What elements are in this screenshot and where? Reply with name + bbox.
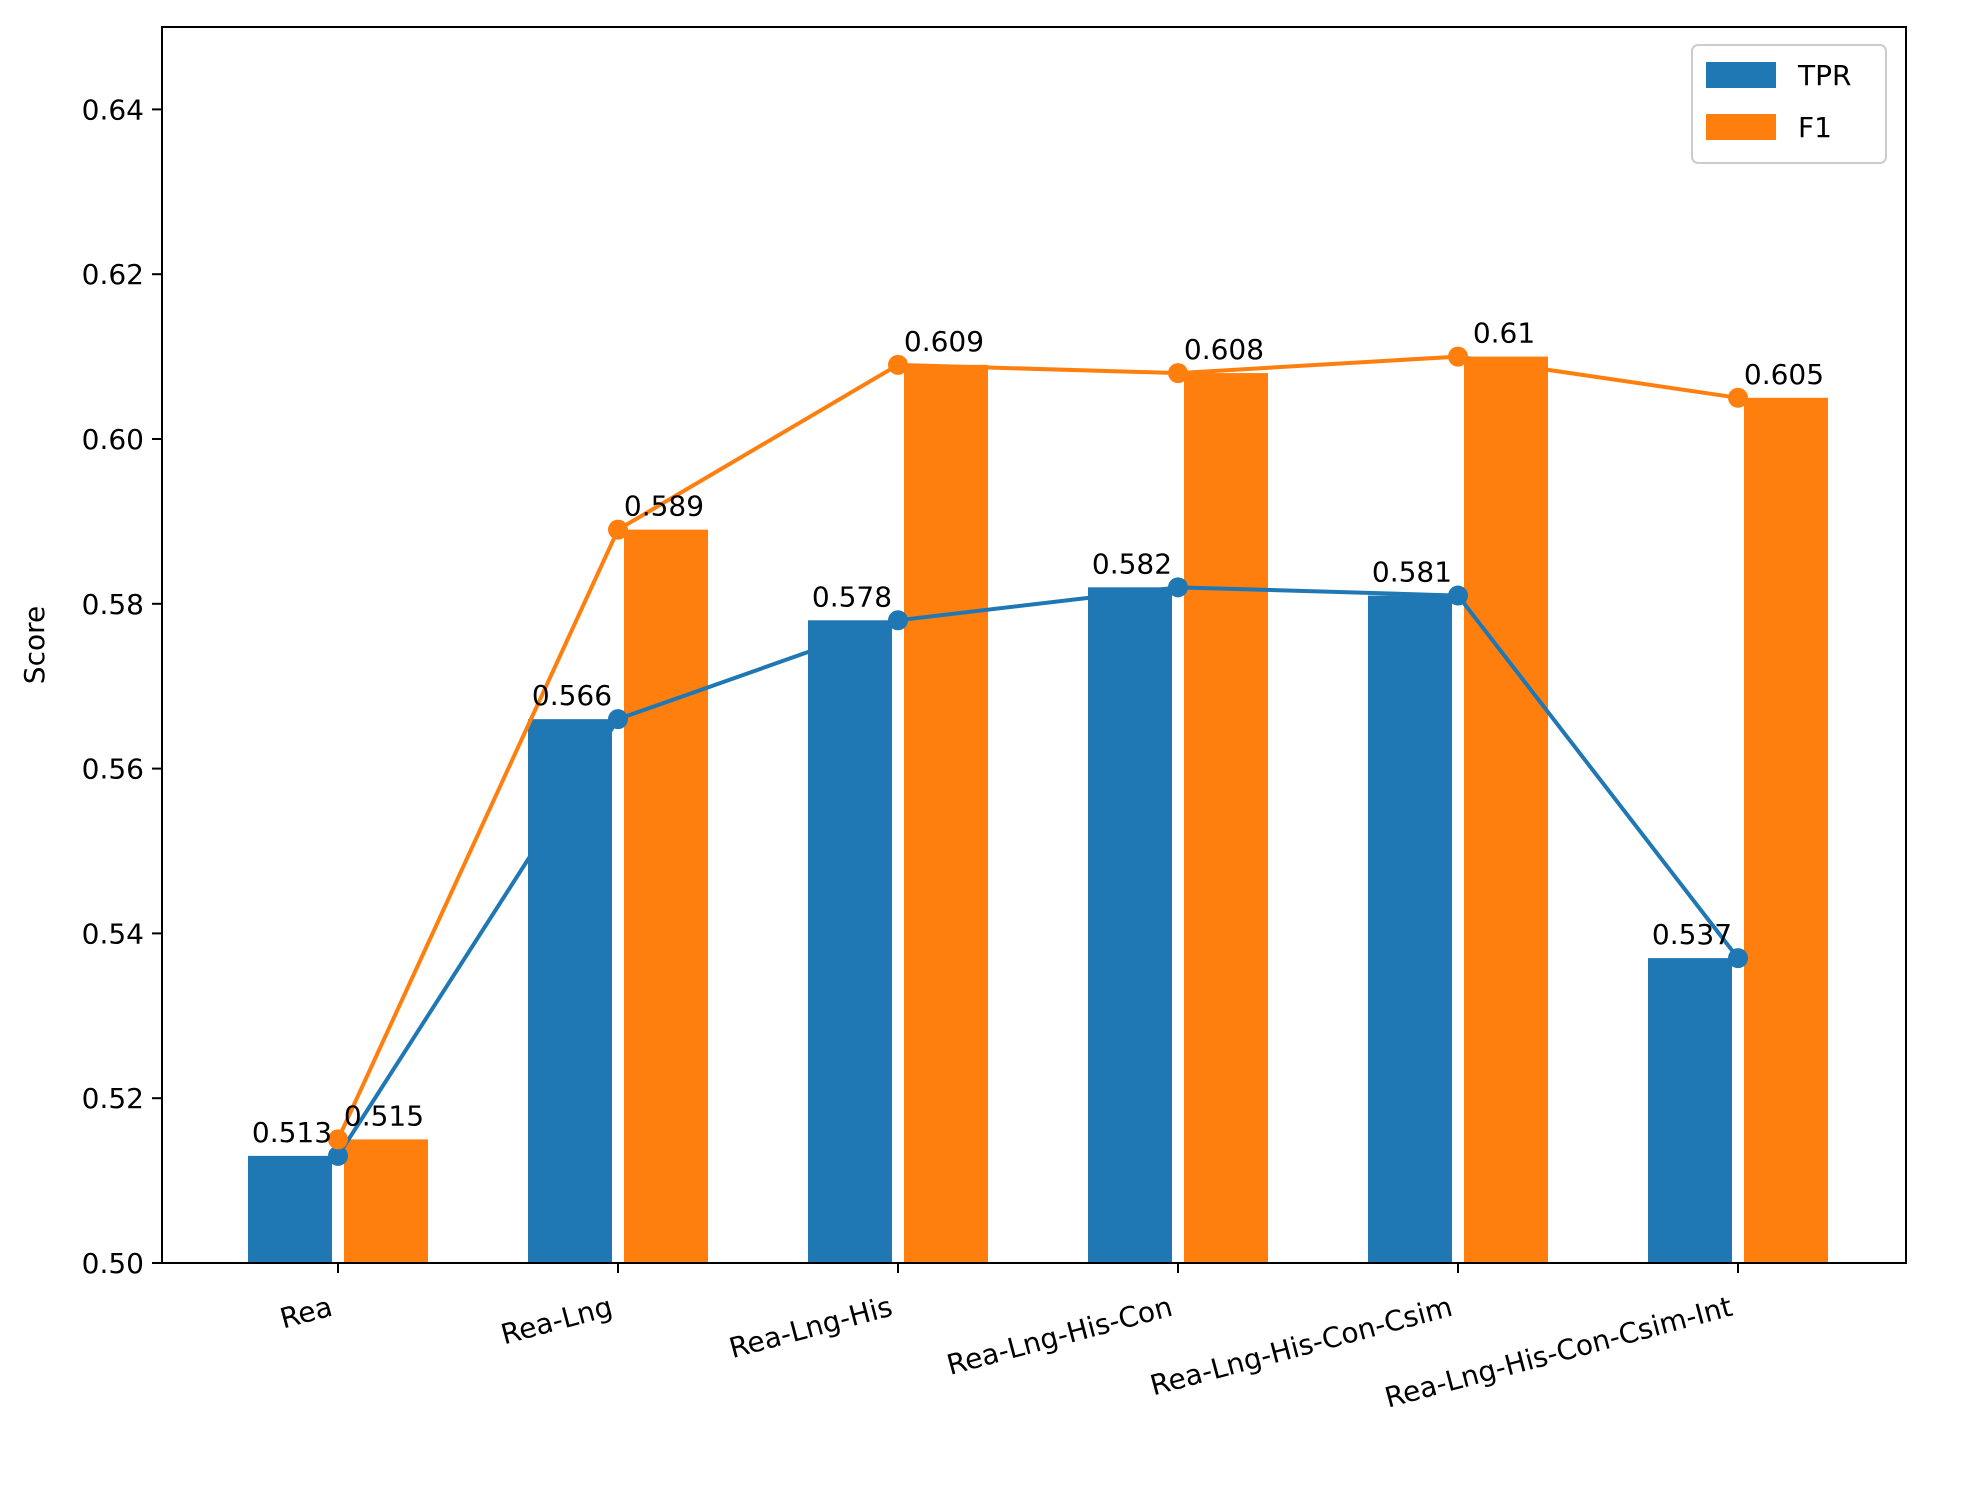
point-f1-1 bbox=[608, 519, 628, 540]
legend: TPR F1 bbox=[1691, 44, 1887, 164]
y-tick-label-4: 0.58 bbox=[82, 588, 144, 621]
point-f1-5 bbox=[1728, 387, 1748, 408]
value-label-f1-3: 0.608 bbox=[1184, 333, 1264, 366]
y-tick-label-0: 0.50 bbox=[82, 1247, 144, 1280]
bar-tpr-0 bbox=[248, 1155, 332, 1263]
plot-background bbox=[162, 27, 1906, 1263]
lines-layer bbox=[336, 354, 1740, 1157]
value-label-tpr-1: 0.566 bbox=[532, 679, 612, 712]
point-f1-3 bbox=[1168, 363, 1188, 384]
bar-tpr-4 bbox=[1368, 595, 1452, 1263]
point-f1-4 bbox=[1448, 346, 1468, 367]
value-label-f1-2: 0.609 bbox=[904, 325, 984, 358]
y-axis-label: Score bbox=[18, 606, 51, 684]
point-tpr-1 bbox=[608, 709, 628, 730]
value-label-f1-1: 0.589 bbox=[624, 490, 704, 523]
point-tpr-0 bbox=[328, 1145, 348, 1166]
x-tick-label-0: Rea bbox=[276, 1290, 335, 1335]
value-label-f1-4: 0.61 bbox=[1473, 317, 1535, 350]
y-tick-label-5: 0.60 bbox=[82, 423, 144, 456]
point-tpr-2 bbox=[888, 610, 908, 631]
bar-f1-3 bbox=[1184, 373, 1268, 1264]
value-label-f1-5: 0.605 bbox=[1744, 358, 1824, 391]
bar-tpr-2 bbox=[808, 620, 892, 1263]
legend-swatch-tpr bbox=[1706, 62, 1776, 88]
point-tpr-3 bbox=[1168, 577, 1188, 598]
y-tick-label-3: 0.56 bbox=[82, 753, 144, 786]
y-tick-label-7: 0.64 bbox=[82, 93, 144, 126]
bar-f1-0 bbox=[344, 1139, 428, 1263]
bar-f1-1 bbox=[624, 529, 708, 1263]
y-tick-label-1: 0.52 bbox=[82, 1082, 144, 1115]
y-axis: 0.50 0.52 0.54 0.56 0.58 0.60 0.62 0.64 bbox=[82, 93, 162, 1280]
x-axis: Rea Rea-Lng Rea-Lng-His Rea-Lng-His-ConRea-… bbox=[276, 1263, 1739, 1414]
bar-f1-4 bbox=[1464, 356, 1548, 1264]
line-f1 bbox=[336, 354, 1739, 1141]
legend-label-f1: F1 bbox=[1798, 111, 1832, 144]
points-layer bbox=[328, 346, 1748, 1166]
value-label-tpr-0: 0.513 bbox=[252, 1116, 332, 1149]
x-tick-label-3: Rea-Lng-His-Con bbox=[943, 1290, 1176, 1382]
legend-label-tpr: TPR bbox=[1797, 59, 1851, 92]
value-label-f1-0: 0.515 bbox=[344, 1099, 424, 1132]
value-label-tpr-4: 0.581 bbox=[1372, 556, 1452, 589]
y-tick-label-6: 0.62 bbox=[82, 258, 144, 291]
x-tick-label-2: Rea-Lng-His bbox=[726, 1290, 896, 1365]
legend-swatch-f1 bbox=[1706, 114, 1776, 140]
y-tick-label-2: 0.54 bbox=[82, 917, 144, 950]
point-f1-2 bbox=[888, 354, 908, 375]
bar-tpr-3 bbox=[1088, 587, 1172, 1263]
line-tpr bbox=[336, 585, 1740, 1157]
value-label-tpr-3: 0.582 bbox=[1092, 547, 1172, 580]
value-labels-layer: 0.513 0.566 0.578 0.582 0.581 0.537 0.515 0.589… bbox=[252, 317, 1824, 1149]
bar-tpr-1 bbox=[528, 719, 612, 1263]
value-label-tpr-2: 0.578 bbox=[812, 580, 892, 613]
point-tpr-5 bbox=[1728, 948, 1748, 969]
bar-f1-5 bbox=[1744, 397, 1828, 1263]
bars-layer bbox=[248, 356, 1828, 1264]
bar-tpr-5 bbox=[1648, 958, 1732, 1263]
x-tick-label-1: Rea-Lng bbox=[497, 1290, 615, 1351]
point-f1-0 bbox=[328, 1129, 348, 1150]
value-label-tpr-5: 0.537 bbox=[1652, 918, 1732, 951]
plot-frame bbox=[161, 26, 1907, 1264]
point-tpr-4 bbox=[1448, 585, 1468, 606]
bar-f1-2 bbox=[904, 364, 988, 1264]
